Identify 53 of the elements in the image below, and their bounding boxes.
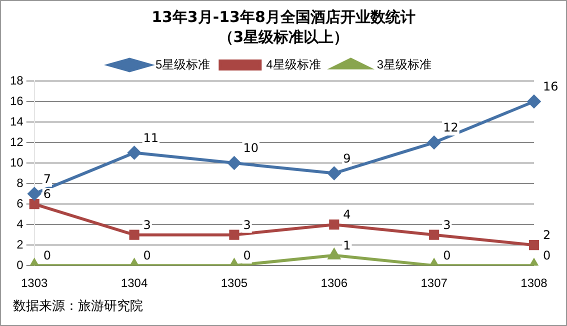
y-tick-label: 18 [10,73,24,88]
point [328,166,341,180]
y-tick-label: 2 [16,237,24,252]
point [228,156,241,170]
data-label: 3 [143,218,151,232]
data-label: 3 [243,218,251,232]
y-tick-label: 14 [10,114,24,128]
point [528,95,540,108]
point [129,230,140,240]
y-tick-label: 12 [10,134,24,149]
point [328,248,340,260]
y-tick-label: 10 [10,155,24,170]
data-label: 9 [343,151,351,166]
y-tick-label: 4 [16,216,24,231]
chart-title: 13年3月-13年8月全国酒店开业数统计 [150,7,416,27]
point [329,220,340,230]
legend-label: 4星级标准 [266,57,321,72]
data-label: 3 [443,218,451,232]
x-tick-label: 1304 [120,276,148,290]
y-tick-label: 16 [10,94,24,108]
point [128,146,141,160]
data-label: 10 [243,141,258,156]
y-tick-label: 6 [16,196,24,210]
legend-label: 5星级标准 [155,57,210,72]
data-label: 4 [343,208,351,222]
data-label: 0 [43,248,51,263]
data-label: 1 [343,238,351,252]
legend-label: 3星级标准 [376,57,432,72]
y-tick-label: 0 [16,258,24,272]
data-label: 0 [243,248,251,263]
y-tick-label: 8 [16,176,24,190]
data-label: 0 [543,248,551,263]
x-tick-label: 1308 [520,276,548,290]
data-label: 11 [143,130,159,145]
point [528,240,540,250]
point [429,230,440,240]
point [29,199,40,210]
source-note: 数据来源：旅游研究院 [13,298,143,315]
data-label: 7 [43,172,51,186]
data-label: 12 [443,120,458,135]
x-tick-label: 1305 [220,276,248,290]
data-label: 0 [143,248,151,263]
x-tick-label: 1307 [420,276,448,290]
data-label: 0 [443,248,451,263]
data-label: 2 [543,228,551,242]
point [229,230,240,240]
data-label: 16 [543,80,558,94]
point [28,187,41,200]
x-tick-label: 1306 [320,276,348,290]
data-label: 6 [43,187,51,202]
point [428,136,441,150]
chart-subtitle: （3星级标准以上） [217,27,350,47]
x-tick-label: 1303 [20,276,48,290]
